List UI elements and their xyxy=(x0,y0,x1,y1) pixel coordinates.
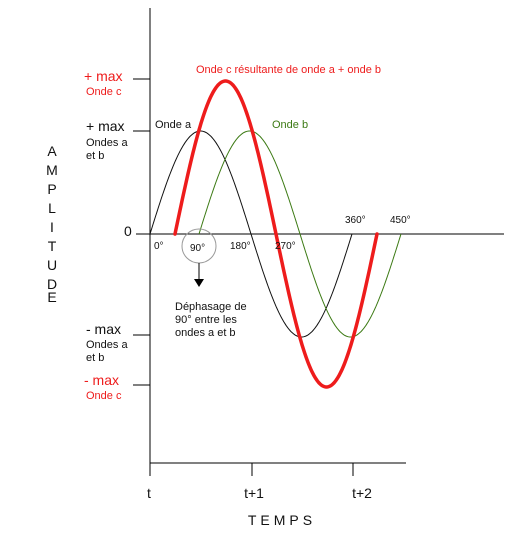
label-minus-max-c-sub: Onde c xyxy=(86,390,122,402)
x-axis-title: TEMPS xyxy=(248,512,316,528)
label-plus-max-ab: + max xyxy=(86,118,125,134)
angle-label-180: 180° xyxy=(230,241,251,252)
y-axis-letter: A xyxy=(47,143,57,159)
y-axis-letter: P xyxy=(47,181,56,197)
label-plus-max-ab-sub1: Ondes a xyxy=(86,137,128,149)
y-axis-letter: U xyxy=(47,257,57,273)
label-minus-max-ab-sub2: et b xyxy=(86,352,104,364)
y-axis-letter: T xyxy=(48,238,57,254)
y-axis-title: A M P L I T U D E xyxy=(46,143,58,305)
wave-b-curve xyxy=(198,130,402,338)
time-label-t2: t+2 xyxy=(352,485,372,501)
label-plus-max-c-sub: Onde c xyxy=(86,86,122,98)
y-axis-letter: D xyxy=(47,276,57,292)
phase-note-line1: Déphasage de xyxy=(175,301,247,313)
y-axis-letter: L xyxy=(48,200,56,216)
angle-label-90: 90° xyxy=(190,243,205,254)
angle-label-360: 360° xyxy=(345,215,366,226)
label-minus-max-ab-sub1: Ondes a xyxy=(86,339,128,351)
wave-c-curve xyxy=(173,79,379,389)
label-plus-max-ab-sub2: et b xyxy=(86,150,104,162)
y-axis-letter: M xyxy=(46,162,58,178)
angle-label-450: 450° xyxy=(390,215,411,226)
label-plus-max-c: + max xyxy=(84,68,123,84)
wave-a-curve xyxy=(149,130,353,338)
time-label-t: t xyxy=(147,485,151,501)
angle-label-0: 0° xyxy=(154,241,164,252)
y-axis-letter: I xyxy=(50,219,54,235)
label-wave-a: Onde a xyxy=(155,119,192,131)
phase-note-line2: 90° entre les xyxy=(175,314,237,326)
time-label-t1: t+1 xyxy=(244,485,264,501)
label-minus-max-ab: - max xyxy=(86,321,121,337)
angle-label-270: 270° xyxy=(275,241,296,252)
phase-note-line3: ondes a et b xyxy=(175,327,236,339)
label-wave-c: Onde c résultante de onde a + onde b xyxy=(196,64,381,76)
label-wave-b: Onde b xyxy=(272,119,308,131)
label-minus-max-c: - max xyxy=(84,372,119,388)
phase-arrow-head xyxy=(194,279,204,287)
label-zero: 0 xyxy=(124,223,132,239)
y-axis-letter: E xyxy=(47,289,56,305)
